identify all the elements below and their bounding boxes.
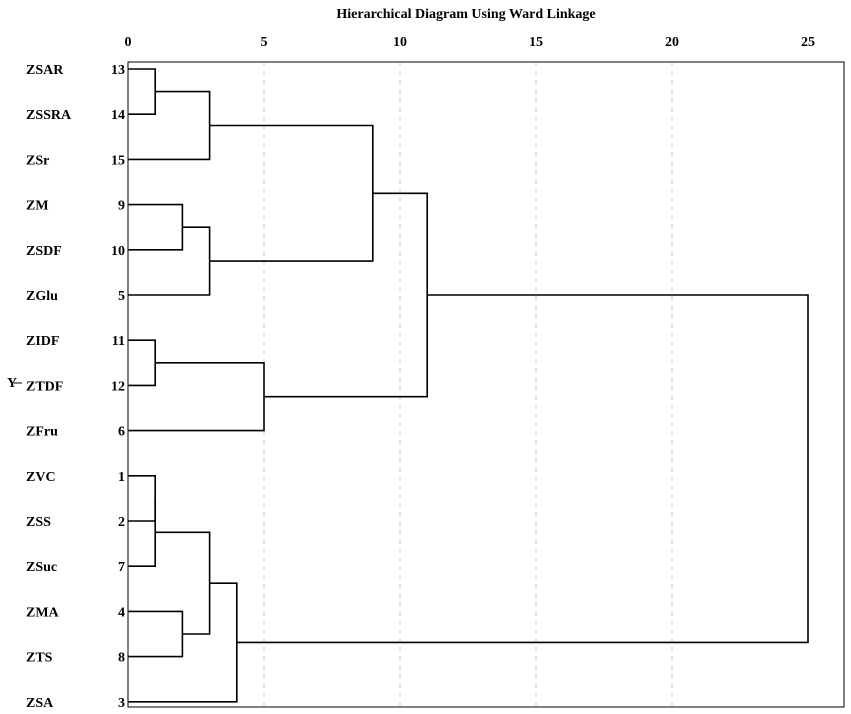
leaf-id-label: 5 (118, 289, 125, 304)
leaf-id-label: 1 (118, 470, 125, 485)
leaf-name-label: ZTDF (26, 379, 63, 394)
leaf-name-label: ZM (26, 199, 49, 214)
dendrogram-link (128, 90, 211, 161)
dendrogram-link (209, 124, 374, 262)
dendrogram-link (128, 474, 156, 522)
dendrogram-links (128, 68, 809, 703)
dendrogram-link (128, 203, 184, 251)
x-tick-label: 15 (529, 35, 543, 50)
x-tick-label: 20 (665, 35, 679, 50)
leaf-id-label: 3 (118, 696, 125, 711)
x-tick-label: 10 (393, 35, 407, 50)
x-tick-label: 25 (801, 35, 815, 50)
leaf-name-label: ZVC (26, 470, 56, 485)
y-axis-label: Y (7, 376, 17, 391)
leaf-id-label: 2 (118, 515, 125, 530)
dendrogram-link (128, 498, 156, 568)
x-tick-label: 5 (261, 35, 268, 50)
leaf-id-label: 6 (118, 425, 125, 440)
leaf-name-label: ZSuc (26, 560, 57, 575)
dendrogram-link (264, 192, 429, 398)
leaf-name-label: ZIDF (26, 334, 59, 349)
dendrogram-link (128, 610, 184, 658)
dendrogram-link (128, 68, 156, 115)
grid-layer (263, 62, 673, 707)
leaf-name-label: ZSDF (26, 244, 62, 259)
leaf-name-label: ZGlu (26, 289, 58, 304)
leaf-id-label: 4 (118, 605, 125, 620)
leaf-name-label: ZSS (26, 515, 51, 530)
leaf-name-label: ZFru (26, 425, 58, 440)
leaf-id-label: 11 (112, 334, 125, 349)
leaf-name-label: ZSA (26, 696, 54, 711)
leaf-id-label: 10 (111, 244, 125, 259)
x-tick-label: 0 (125, 35, 132, 50)
chart-title: Hierarchical Diagram Using Ward Linkage (336, 7, 595, 22)
dendrogram-link (128, 226, 211, 296)
dendrogram-link (236, 294, 809, 644)
leaf-name-label: ZSAR (26, 63, 64, 78)
leaf-name-label: ZSSRA (26, 108, 72, 123)
dendrogram-link (128, 361, 265, 432)
y-axis-indicator: Y (7, 376, 22, 391)
leaf-id-label: 13 (111, 63, 125, 78)
leaf-id-label: 14 (111, 108, 125, 123)
leaf-id-label: 7 (118, 560, 125, 575)
dendrogram-link (128, 339, 156, 387)
leaf-id-label: 9 (118, 199, 125, 214)
leaf-name-label: ZSr (26, 153, 49, 168)
leaf-name-label: ZTS (26, 651, 53, 666)
leaf-id-label: 12 (111, 379, 125, 394)
leaf-id-label: 15 (111, 153, 125, 168)
leaf-id-label: 8 (118, 651, 125, 666)
plot-frame (127, 61, 845, 708)
leaf-name-label: ZMA (26, 605, 60, 620)
x-axis-ticks: 0 5 10 15 20 25 (125, 35, 816, 50)
